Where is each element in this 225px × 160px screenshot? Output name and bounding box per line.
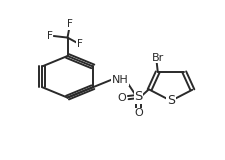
Text: F: F: [67, 19, 73, 29]
Text: S: S: [134, 90, 143, 103]
Text: F: F: [47, 31, 52, 41]
Text: O: O: [134, 108, 143, 118]
Text: F: F: [77, 39, 83, 49]
Text: S: S: [167, 94, 175, 107]
Text: NH: NH: [112, 75, 129, 85]
Text: O: O: [118, 93, 126, 103]
Text: Br: Br: [152, 53, 164, 63]
